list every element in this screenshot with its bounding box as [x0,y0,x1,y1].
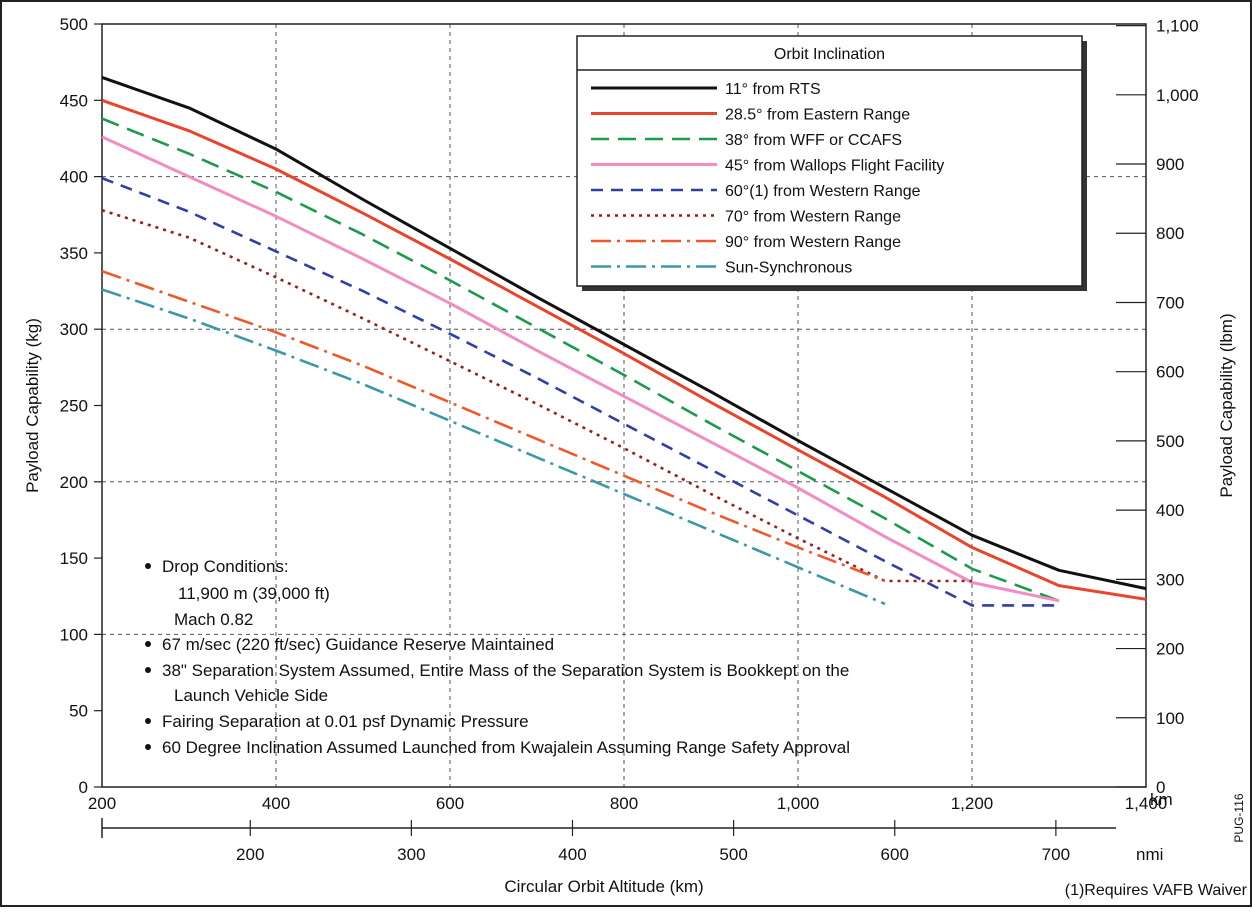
series-line-7 [101,288,886,606]
y-tick-label: 50 [69,702,88,721]
y2-tick-label: 100 [1156,709,1184,728]
note-text: Drop Conditions: [162,557,289,576]
x-tick-label: 1,200 [951,794,994,813]
note-text: 38" Separation System Assumed, Entire Ma… [162,661,849,680]
x-tick-label: 1,000 [777,794,820,813]
y-tick-label: 200 [60,473,88,492]
x2-tick-label: 200 [236,845,264,864]
y2-tick-label: 800 [1156,224,1184,243]
x2-tick-label: 400 [558,845,586,864]
y-tick-label: 100 [60,625,88,644]
series-line-6 [101,269,886,583]
x-tick-label: 1,400 [1125,794,1168,813]
x2-unit-label: nmi [1136,845,1163,864]
y2-tick-label: 1,100 [1156,17,1199,36]
y2-axis-title: Payload Capability (lbm) [1217,313,1236,497]
legend-box [576,35,1083,287]
y-tick-label: 500 [60,15,88,34]
x-tick-label: 200 [88,794,116,813]
legend: Orbit Inclination 11° from RTS 28.5° from … [576,35,1087,291]
y2-tick-label: 200 [1156,640,1184,659]
series-lines [101,75,1147,607]
legend-label-5: 70° from Western Range [725,209,901,226]
note-bullet [145,641,151,647]
y2-tick-label: 700 [1156,293,1184,312]
y-tick-label: 150 [60,549,88,568]
series-line-1 [101,98,1147,601]
x-axis-title: Circular Orbit Altitude (km) [504,877,703,896]
x2-tick-label: 600 [881,845,909,864]
y-axis-title: Payload Capability (kg) [23,318,42,493]
notes-block: Drop Conditions: 11,900 m (39,000 ft) Mach… [145,557,850,757]
series-line-4 [101,176,1059,607]
y-tick-label: 0 [79,778,88,797]
note-text: 67 m/sec (220 ft/sec) Guidance Reserve M… [162,635,554,654]
y2-tick-label: 500 [1156,432,1184,451]
y2-tick-label: 1,000 [1156,86,1199,105]
note-text: Launch Vehicle Side [174,686,328,705]
axis-labels: 0 50 100 150 200 250 300 350 400 450 500 0 100 200 300… [23,15,1248,899]
series-line-5 [101,208,972,583]
legend-label-1: 28.5° from Eastern Range [725,107,910,124]
note-text: 11,900 m (39,000 ft) [178,584,330,603]
note-text: Fairing Separation at 0.01 psf Dynamic P… [162,712,529,731]
legend-label-3: 45° from Wallops Flight Facility [725,158,944,175]
x-tick-label: 600 [436,794,464,813]
y-tick-label: 450 [60,91,88,110]
x2-tick-label: 500 [719,845,747,864]
y2-tick-label: 300 [1156,570,1184,589]
note-text: 60 Degree Inclination Assumed Launched f… [162,738,850,757]
x2-tick-label: 300 [397,845,425,864]
y-tick-label: 400 [60,168,88,187]
figure-id: PUG-116 [1232,793,1246,842]
series-line-3 [101,135,1060,603]
x-tick-label: 800 [610,794,638,813]
y2-tick-label: 600 [1156,363,1184,382]
y-tick-label: 300 [60,320,88,339]
legend-title: Orbit Inclination [774,46,885,63]
series-line-2 [101,117,1060,603]
x-unit-label: km [1150,790,1173,809]
series-line-0 [101,75,1147,591]
legend-label-6: 90° from Western Range [725,234,901,251]
y2-tick-label: 0 [1156,778,1165,797]
y2-tick-label: 900 [1156,155,1184,174]
x-tick-label: 400 [262,794,290,813]
y-tick-label: 250 [60,397,88,416]
note-bullet [145,744,151,750]
y-tick-label: 350 [60,244,88,263]
legend-label-0: 11° from RTS [725,81,821,98]
legend-label-4: 60°(1) from Western Range [725,183,921,200]
note-bullet [145,563,151,569]
x2-tick-label: 700 [1042,845,1070,864]
legend-label-2: 38° from WFF or CCAFS [725,132,902,149]
footnote: (1)Requires VAFB Waiver [1065,882,1248,899]
note-bullet [145,718,151,724]
note-text: Mach 0.82 [174,610,253,629]
note-bullet [145,667,151,673]
legend-label-7: Sun-Synchronous [725,260,852,277]
y2-tick-label: 400 [1156,501,1184,520]
